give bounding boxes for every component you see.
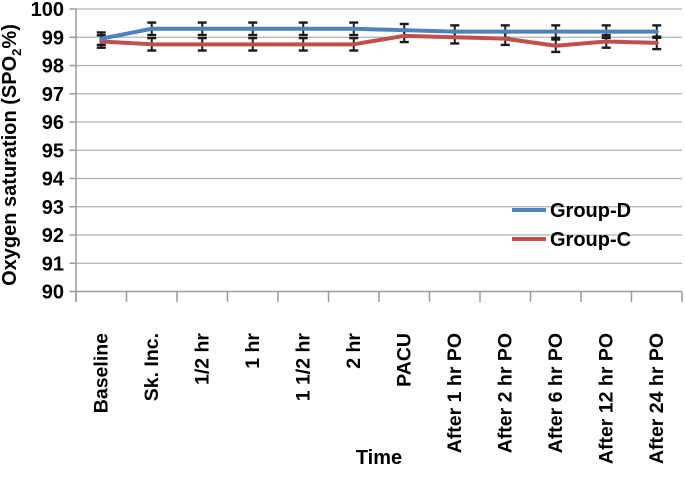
x-category-label: Baseline (90, 333, 112, 413)
x-category-label: After 1 hr PO (444, 333, 466, 453)
y-tick-label: 90 (42, 282, 64, 304)
x-category-label: 2 hr (343, 333, 365, 369)
y-axis-title-main: Oxygen saturation (SPO (0, 56, 21, 286)
series-line-group-c (99, 33, 659, 48)
y-tick-label: 92 (42, 225, 64, 247)
x-category-label: After 24 hr PO (646, 333, 668, 464)
y-tick-label: 96 (42, 112, 64, 134)
x-category-label: After 12 hr PO (595, 333, 617, 464)
y-tick-label: 98 (42, 56, 64, 78)
x-axis-title: Time (356, 447, 402, 469)
y-tick-label: 99 (42, 27, 64, 49)
y-tick-label: 97 (42, 84, 64, 106)
legend: Group-D Group-C (512, 200, 631, 251)
series-lines-layer (99, 26, 659, 48)
y-tick-label: 91 (42, 253, 64, 275)
legend-label-group-d: Group-D (550, 200, 631, 222)
x-category-label: 1 1/2 hr (292, 333, 314, 402)
series-line-group-d (99, 26, 659, 41)
y-tick-label: 94 (42, 169, 65, 191)
y-tick-label: 95 (42, 140, 64, 162)
x-category-label: After 2 hr PO (494, 333, 516, 453)
y-axis-title: Oxygen saturation (SPO2%) (0, 24, 24, 286)
legend-label-group-c: Group-C (550, 229, 631, 251)
y-axis-title-end: %) (0, 24, 21, 48)
x-category-label: 1 hr (242, 333, 264, 369)
x-category-label: 1/2 hr (191, 333, 213, 385)
x-category-labels-layer: Baseline Sk. Inc. 1/2 hr 1 hr 1 1/2 hr 2 hr PA… (90, 333, 668, 465)
y-axis-title-subscript: 2 (9, 49, 24, 56)
y-tick-label: 93 (42, 197, 64, 219)
x-category-label: PACU (393, 333, 415, 387)
gridlines-layer (76, 8, 682, 264)
y-tick-label: 100 (31, 0, 64, 21)
axes-layer (69, 8, 683, 302)
y-tick-labels-layer: 90 91 92 93 94 95 96 97 98 99 100 (31, 0, 65, 304)
x-category-label: Sk. Inc. (141, 333, 163, 401)
x-category-label: After 6 hr PO (545, 333, 567, 453)
